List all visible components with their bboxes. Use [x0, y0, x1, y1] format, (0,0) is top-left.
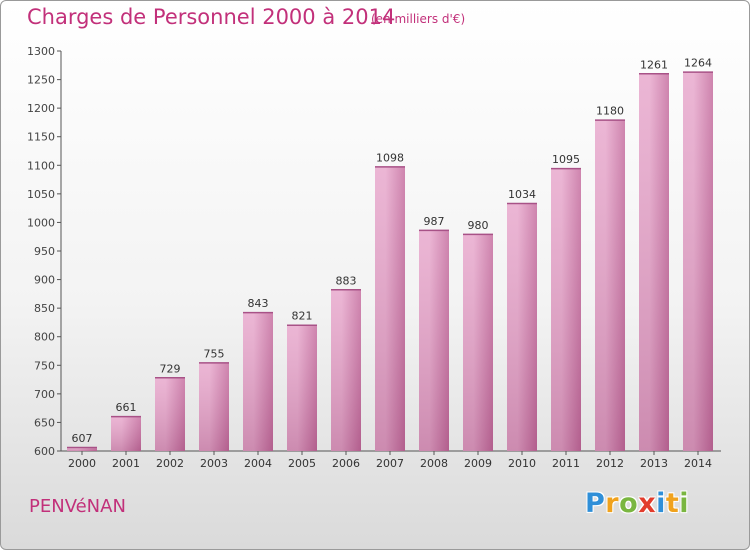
logo-letter: t	[665, 488, 680, 519]
x-tick-label: 2012	[596, 457, 624, 470]
proxiti-logo: Proxiti	[585, 488, 689, 519]
bar-shade	[375, 166, 405, 451]
data-label: 729	[160, 362, 181, 375]
logo-letter: x	[638, 488, 657, 519]
bar-shade	[683, 71, 713, 452]
bars	[67, 71, 713, 452]
x-tick-label: 2006	[332, 457, 360, 470]
y-tick-label: 1300	[27, 45, 55, 58]
x-tick-label: 2013	[640, 457, 668, 470]
y-tick-label: 700	[34, 388, 55, 401]
data-label: 1180	[596, 105, 624, 118]
axes: 600 650 700 750 800 850 900 950 1000 1050 1100 1150…	[27, 45, 721, 470]
data-label: 980	[468, 219, 489, 232]
y-tick-label: 850	[34, 302, 55, 315]
x-tick-label: 2004	[244, 457, 272, 470]
data-label: 607	[72, 432, 93, 445]
y-tick-label: 1100	[27, 159, 55, 172]
bar-shade	[463, 233, 493, 451]
data-label: 1095	[552, 153, 580, 166]
data-label: 987	[424, 215, 445, 228]
chart-subtitle: (en milliers d'€)	[371, 12, 466, 26]
logo-letter: i	[679, 488, 690, 519]
y-tick-label: 1200	[27, 102, 55, 115]
data-label: 755	[204, 347, 225, 360]
bar-shade	[639, 73, 669, 452]
bar-shade	[199, 362, 229, 451]
data-label: 1264	[684, 57, 712, 70]
bar-shade	[507, 203, 537, 451]
data-label: 883	[336, 274, 357, 287]
y-tick-label: 600	[34, 445, 55, 458]
logo-letter: r	[605, 488, 620, 519]
x-tick-label: 2002	[156, 457, 184, 470]
y-tick-label: 750	[34, 359, 55, 372]
y-tick-label: 1150	[27, 131, 55, 144]
bar-shade	[419, 229, 449, 451]
bar-shade	[67, 447, 97, 451]
y-tick-label: 800	[34, 331, 55, 344]
x-tick-label: 2007	[376, 457, 404, 470]
chart-title: Charges de Personnel 2000 à 2014	[27, 5, 396, 29]
x-tick-label: 2014	[684, 457, 712, 470]
logo-letter: P	[585, 488, 606, 519]
y-tick-label: 1250	[27, 74, 55, 87]
data-labels: 607 661 729 755 843 821 883 1098 987 980 1034 1095 1…	[72, 57, 713, 445]
bar-shade	[155, 377, 185, 451]
bar-shade	[595, 119, 625, 452]
x-tick-label: 2010	[508, 457, 536, 470]
data-label: 1098	[376, 151, 404, 164]
x-tick-label: 2005	[288, 457, 316, 470]
x-tick-label: 2011	[552, 457, 580, 470]
commune-name: PENVéNAN	[29, 496, 126, 517]
x-tick-label: 2008	[420, 457, 448, 470]
y-tick-label: 650	[34, 416, 55, 429]
data-label: 661	[116, 401, 137, 414]
y-tick-label: 1050	[27, 188, 55, 201]
data-label: 1034	[508, 188, 536, 201]
bar-shade	[551, 168, 581, 451]
x-tick-label: 2009	[464, 457, 492, 470]
x-tick-label: 2001	[112, 457, 140, 470]
data-label: 821	[292, 310, 313, 323]
logo-letter: i	[656, 488, 666, 519]
x-tick-label: 2003	[200, 457, 228, 470]
bar-shade	[287, 324, 317, 451]
logo-letter: o	[619, 488, 639, 519]
bar-shade	[243, 312, 273, 451]
bar-shade	[331, 289, 361, 451]
data-label: 843	[248, 297, 269, 310]
x-tick-label: 2000	[68, 457, 96, 470]
y-tick-label: 950	[34, 245, 55, 258]
data-label: 1261	[640, 58, 668, 71]
y-tick-label: 900	[34, 274, 55, 287]
y-tick-label: 1000	[27, 216, 55, 229]
bar-shade	[111, 416, 141, 451]
